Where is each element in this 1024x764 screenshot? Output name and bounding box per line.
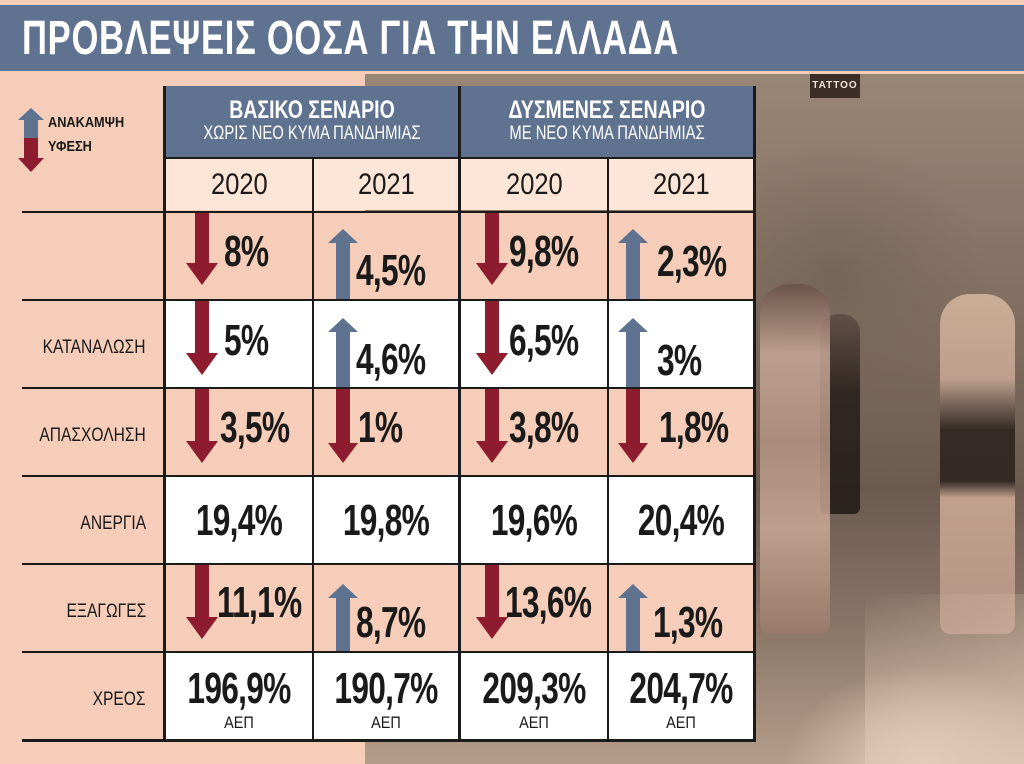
arrow-up-icon [618,318,648,389]
table-cell: 20,4% [609,477,753,563]
scenario-subtitle: ΜΕ ΝΕΟ ΚΥΜΑ ΠΑΝΔΗΜΙΑΣ [509,123,705,144]
grid-line [753,86,756,742]
arrow-down-icon [18,138,44,172]
table-cell: 11,1% [166,565,312,651]
scenario-title: ΒΑΣΙΚΟ ΣΕΝΑΡΙΟ [229,96,395,124]
grid-line [163,739,756,742]
scenario-header-baseline: ΒΑΣΙΚΟ ΣΕΝΑΡΙΟ ΧΩΡΙΣ ΝΕΟ ΚΥΜΑ ΠΑΝΔΗΜΙΑΣ [166,86,458,157]
grid-line [163,563,756,565]
table-cell: 19,8% [314,477,458,563]
table-cell: 8% [166,213,312,299]
arrow-down-icon [186,301,218,375]
row-label-debt: ΧΡΕΟΣ [93,689,146,710]
arrow-down-icon [186,213,218,285]
row-label-exports: ΕΞΑΓΩΓΕΣ [66,601,146,622]
arrow-up-icon [18,108,44,138]
row-separator [22,739,164,742]
legend-label-recovery: ΑΝΑΚΑΜΨΗ [48,114,125,131]
table-cell: 19,6% [461,477,607,563]
grid-line [607,159,609,742]
legend-label-recession: ΥΦΕΣΗ [48,138,92,155]
year-header: 2021 [609,159,753,210]
arrow-up-icon [328,229,358,300]
table-cell: 196,9% ΑΕΠ [166,653,312,739]
grid-line [163,387,756,389]
year-header: 2020 [461,159,607,210]
table-cell: 5% [166,301,312,387]
photo-pedestrian [940,294,1015,634]
row-label-unemployment: ΑΝΕΡΓΙΑ [80,513,146,534]
arrow-up-icon [328,584,358,652]
grid-line [163,157,756,159]
arrow-down-icon [186,565,218,639]
table-cell: 190,7% ΑΕΠ [314,653,458,739]
arrow-up-icon [328,318,358,389]
grid-line [312,159,314,742]
arrow-down-icon [476,301,508,375]
arrow-down-icon [476,389,508,463]
grid-line [163,475,756,477]
row-separator [22,651,164,653]
grid-line [458,86,461,742]
scenario-subtitle: ΧΩΡΙΣ ΝΕΟ ΚΥΜΑ ΠΑΝΔΗΜΙΑΣ [203,123,421,144]
title-bar: ΠΡΟΒΛΕΨΕΙΣ ΟΟΣΑ ΓΙΑ ΤΗΝ ΕΛΛΑΔΑ [0,5,1024,71]
grid-line [163,651,756,653]
grid-line [163,86,166,742]
row-label-employment: ΑΠΑΣΧΟΛΗΣΗ [39,425,146,446]
arrow-down-icon [476,213,508,285]
table-cell: 209,3% ΑΕΠ [461,653,607,739]
arrow-up-icon [618,229,648,300]
arrow-up-icon [618,584,648,652]
scenario-title: ΔΥΣΜΕΝΕΣ ΣΕΝΑΡΙΟ [508,96,706,124]
arrow-down-icon [476,565,508,639]
arrow-down-icon [328,389,358,463]
row-separator [22,211,164,213]
grid-line [163,299,756,301]
photo-shop-sign: TATTOO [810,74,860,98]
row-separator [22,299,164,301]
photo-pedestrian [760,284,830,634]
year-header: 2021 [314,159,458,210]
row-separator [22,387,164,389]
photo-sunlit-pavement [865,594,1024,764]
row-separator [22,475,164,477]
arrow-down-icon [186,389,218,463]
page-title: ΠΡΟΒΛΕΨΕΙΣ ΟΟΣΑ ΓΙΑ ΤΗΝ ΕΛΛΑΔΑ [22,12,680,65]
scenario-header-adverse: ΔΥΣΜΕΝΕΣ ΣΕΝΑΡΙΟ ΜΕ ΝΕΟ ΚΥΜΑ ΠΑΝΔΗΜΙΑΣ [461,86,753,157]
arrow-down-icon [618,389,648,463]
grid-line [163,211,756,213]
table-cell: 204,7% ΑΕΠ [609,653,753,739]
table-cell: 19,4% [166,477,312,563]
year-header: 2020 [166,159,312,210]
row-separator [22,563,164,565]
table-cell: 3,5% [166,389,312,475]
row-label-consumption: ΚΑΤΑΝΑΛΩΣΗ [43,337,146,358]
